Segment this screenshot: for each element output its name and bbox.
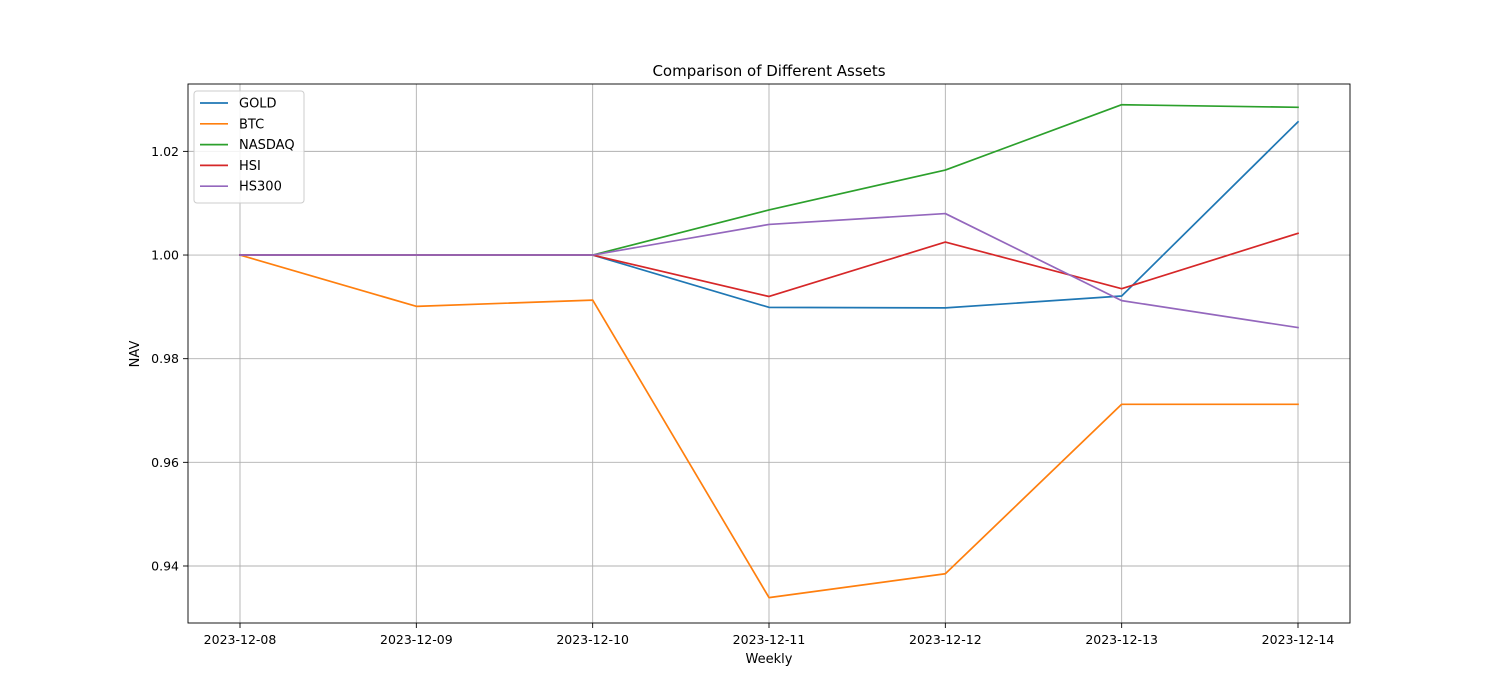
legend-label-hs300: HS300 [239,180,282,195]
x-tick-label: 2023-12-12 [909,632,982,647]
x-axis-label: Weekly [746,652,793,667]
legend-label-gold: GOLD [239,97,277,112]
legend: GOLD BTC NASDAQ HSI HS300 [193,90,305,204]
series-line-btc [238,253,1299,599]
y-axis: 0.94 0.96 0.98 1.00 1.02 [151,144,188,573]
y-tick-label: 0.94 [151,558,179,573]
legend-label-btc: BTC [239,117,264,132]
y-axis-label: NAV [128,341,143,368]
x-tick-label: 2023-12-11 [733,632,806,647]
x-tick-label: 2023-12-13 [1085,632,1158,647]
series-line-hs300 [239,212,1299,329]
chart-title: Comparison of Different Assets [652,62,885,80]
grid [188,84,1350,623]
x-tick-label: 2023-12-08 [204,632,277,647]
legend-label-nasdaq: NASDAQ [239,138,295,153]
y-tick-label: 0.98 [151,351,179,366]
plot-area [238,103,1300,599]
x-tick-label: 2023-12-09 [380,632,453,647]
x-tick-label: 2023-12-14 [1262,632,1335,647]
legend-box [193,90,305,204]
x-tick-label: 2023-12-10 [556,632,629,647]
x-axis: 2023-12-08 2023-12-09 2023-12-10 2023-12-11… [204,623,1335,647]
y-tick-label: 1.00 [151,248,179,263]
legend-label-hsi: HSI [239,159,261,174]
y-tick-label: 1.02 [151,144,179,159]
y-tick-label: 0.96 [151,455,179,470]
